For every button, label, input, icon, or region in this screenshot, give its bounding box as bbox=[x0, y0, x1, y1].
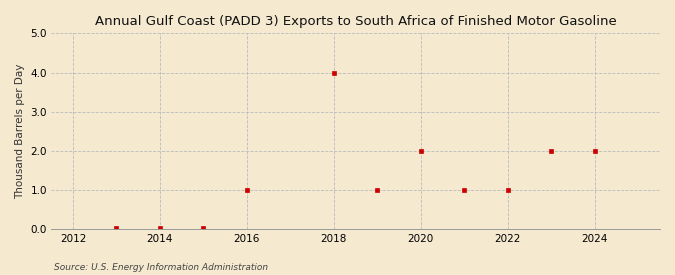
Y-axis label: Thousand Barrels per Day: Thousand Barrels per Day bbox=[15, 64, 25, 199]
Text: Source: U.S. Energy Information Administration: Source: U.S. Energy Information Administ… bbox=[54, 263, 268, 272]
Title: Annual Gulf Coast (PADD 3) Exports to South Africa of Finished Motor Gasoline: Annual Gulf Coast (PADD 3) Exports to So… bbox=[95, 15, 616, 28]
